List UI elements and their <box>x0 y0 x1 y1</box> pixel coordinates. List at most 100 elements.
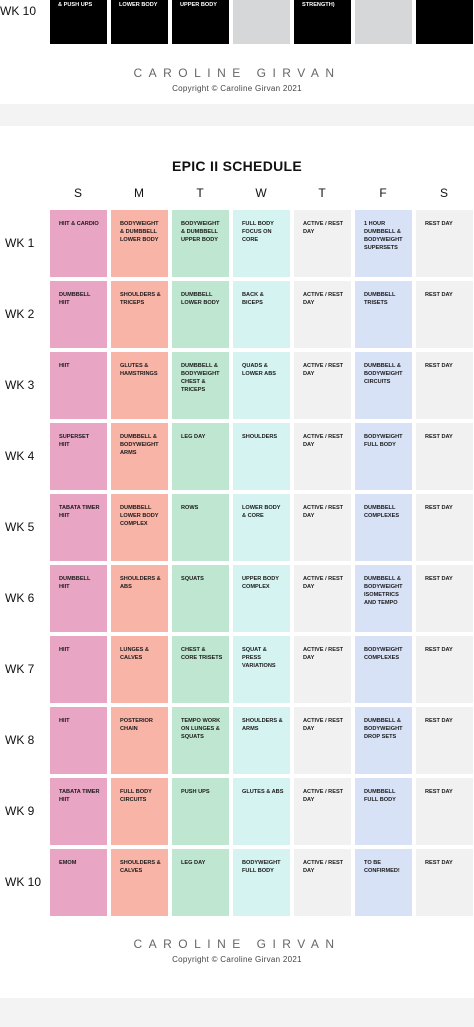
week-label: WK 7 <box>5 662 35 676</box>
schedule-cell: DUMBBELL & BODYWEIGHT ISOMETRICS AND TEM… <box>355 565 412 632</box>
schedule-cell: DUMBBELL LOWER BODY COMPLEX <box>111 494 168 561</box>
schedule-cell: BODYWEIGHT COMPLEXES <box>355 636 412 703</box>
week-label: WK 8 <box>5 733 35 747</box>
schedule-cell: SHOULDERS <box>233 423 290 490</box>
schedule-cell: ACTIVE / REST DAY <box>294 565 351 632</box>
schedule-cell: ACTIVE / REST DAY <box>294 281 351 348</box>
week-label: WK 1 <box>5 236 35 250</box>
schedule-cell: ACTIVE / REST DAY <box>294 636 351 703</box>
schedule-cell: HIIT <box>50 352 107 419</box>
schedule-cell: SQUATS <box>172 565 229 632</box>
brand-name-bottom: CAROLINE GIRVAN <box>133 937 341 951</box>
week-label: WK 9 <box>5 804 35 818</box>
schedule-cell: REST DAY <box>416 778 473 845</box>
schedule-cell: PUSH UPS <box>172 778 229 845</box>
top-week-label: WK 10 <box>0 4 37 18</box>
schedule-cell: TEMPO WORK ON LUNGES & SQUATS <box>172 707 229 774</box>
previous-page: WK 10 & PUSH UPS LOWER BODY UPPER BODY STRE… <box>0 0 474 104</box>
schedule-cell: REST DAY <box>416 494 473 561</box>
schedule-cell: CHEST & CORE TRISETS <box>172 636 229 703</box>
top-partial-cell: LOWER BODY <box>111 0 168 44</box>
schedule-cell: LOWER BODY & CORE <box>233 494 290 561</box>
schedule-cell: BODYWEIGHT & DUMBBELL UPPER BODY <box>172 210 229 277</box>
schedule-cell: TABATA TIMER HIIT <box>50 778 107 845</box>
week-label: WK 4 <box>5 449 35 463</box>
schedule-cell: DUMBBELL & BODYWEIGHT CHEST & TRICEPS <box>172 352 229 419</box>
week-label: WK 3 <box>5 378 35 392</box>
schedule-cell: SUPERSET HIIT <box>50 423 107 490</box>
schedule-cell: ACTIVE / REST DAY <box>294 494 351 561</box>
schedule-cell: ACTIVE / REST DAY <box>294 210 351 277</box>
schedule-cell: LUNGES & CALVES <box>111 636 168 703</box>
schedule-cell: SHOULDERS & ARMS <box>233 707 290 774</box>
schedule-cell: GLUTES & ABS <box>233 778 290 845</box>
schedule-cell: TO BE CONFIRMED! <box>355 849 412 916</box>
schedule-cell: REST DAY <box>416 281 473 348</box>
top-partial-cell: & PUSH UPS <box>50 0 107 44</box>
schedule-cell: DUMBBELL COMPLEXES <box>355 494 412 561</box>
week-label: WK 5 <box>5 520 35 534</box>
top-partial-cell: UPPER BODY <box>172 0 229 44</box>
week-label: WK 6 <box>5 591 35 605</box>
schedule-cell: DUMBBELL FULL BODY <box>355 778 412 845</box>
schedule-cell: DUMBBELL HIIT <box>50 281 107 348</box>
schedule-cell: HIIT <box>50 707 107 774</box>
schedule-cell: REST DAY <box>416 707 473 774</box>
schedule-cell: FULL BODY CIRCUITS <box>111 778 168 845</box>
schedule-cell: DUMBBELL LOWER BODY <box>172 281 229 348</box>
schedule-cell: ACTIVE / REST DAY <box>294 352 351 419</box>
day-header: F <box>379 186 387 200</box>
schedule-cell: DUMBBELL & BODYWEIGHT CIRCUITS <box>355 352 412 419</box>
day-header: T <box>318 186 326 200</box>
schedule-cell: REST DAY <box>416 565 473 632</box>
copyright-bottom: Copyright © Caroline Girvan 2021 <box>172 955 302 964</box>
schedule-cell: REST DAY <box>416 210 473 277</box>
day-header: T <box>196 186 204 200</box>
schedule-cell: BODYWEIGHT FULL BODY <box>233 849 290 916</box>
day-header: S <box>439 186 448 200</box>
day-header: S <box>73 186 82 200</box>
schedule-cell: DUMBBELL & BODYWEIGHT DROP SETS <box>355 707 412 774</box>
schedule-cell: BODYWEIGHT & DUMBBELL LOWER BODY <box>111 210 168 277</box>
week-label: WK 2 <box>5 307 35 321</box>
schedule-cell: DUMBBELL & BODYWEIGHT ARMS <box>111 423 168 490</box>
schedule-cell: TABATA TIMER HIIT <box>50 494 107 561</box>
schedule-cell: EMOM <box>50 849 107 916</box>
day-header: M <box>134 186 144 200</box>
schedule-cell: REST DAY <box>416 849 473 916</box>
schedule-cell: FULL BODY FOCUS ON CORE <box>233 210 290 277</box>
schedule-cell: REST DAY <box>416 636 473 703</box>
schedule-cell: HIIT & CARDIO <box>50 210 107 277</box>
week-label: WK 10 <box>5 875 42 889</box>
schedule-cell: ACTIVE / REST DAY <box>294 778 351 845</box>
top-partial-cell <box>233 0 290 44</box>
schedule-cell: ACTIVE / REST DAY <box>294 423 351 490</box>
top-partial-cell: STRENGTH) <box>294 0 351 44</box>
schedule-cell: BODYWEIGHT FULL BODY <box>355 423 412 490</box>
schedule-cell: 1 HOUR DUMBBELL & BODYWEIGHT SUPERSETS <box>355 210 412 277</box>
schedule-cell: REST DAY <box>416 423 473 490</box>
schedule-cell: SQUAT & PRESS VARIATIONS <box>233 636 290 703</box>
schedule-cell: HIIT <box>50 636 107 703</box>
schedule-cell: ACTIVE / REST DAY <box>294 849 351 916</box>
copyright-top: Copyright © Caroline Girvan 2021 <box>172 84 302 93</box>
schedule-cell: ACTIVE / REST DAY <box>294 707 351 774</box>
schedule-cell: GLUTES & HAMSTRINGS <box>111 352 168 419</box>
schedule-cell: LEG DAY <box>172 423 229 490</box>
schedule-cell: ROWS <box>172 494 229 561</box>
top-partial-cell <box>355 0 412 44</box>
schedule-cell: LEG DAY <box>172 849 229 916</box>
schedule-cell: QUADS & LOWER ABS <box>233 352 290 419</box>
top-partial-cell <box>416 0 473 44</box>
schedule-cell: REST DAY <box>416 352 473 419</box>
day-header: W <box>255 186 267 200</box>
schedule-cell: BACK & BICEPS <box>233 281 290 348</box>
schedule-title: EPIC II SCHEDULE <box>171 158 303 174</box>
schedule-cell: SHOULDERS & CALVES <box>111 849 168 916</box>
schedule-cell: SHOULDERS & TRICEPS <box>111 281 168 348</box>
schedule-cell: DUMBBELL TRISETS <box>355 281 412 348</box>
schedule-cell: UPPER BODY COMPLEX <box>233 565 290 632</box>
schedule-cell: POSTERIOR CHAIN <box>111 707 168 774</box>
schedule-cell: DUMBBELL HIIT <box>50 565 107 632</box>
schedule-cell: SHOULDERS & ABS <box>111 565 168 632</box>
